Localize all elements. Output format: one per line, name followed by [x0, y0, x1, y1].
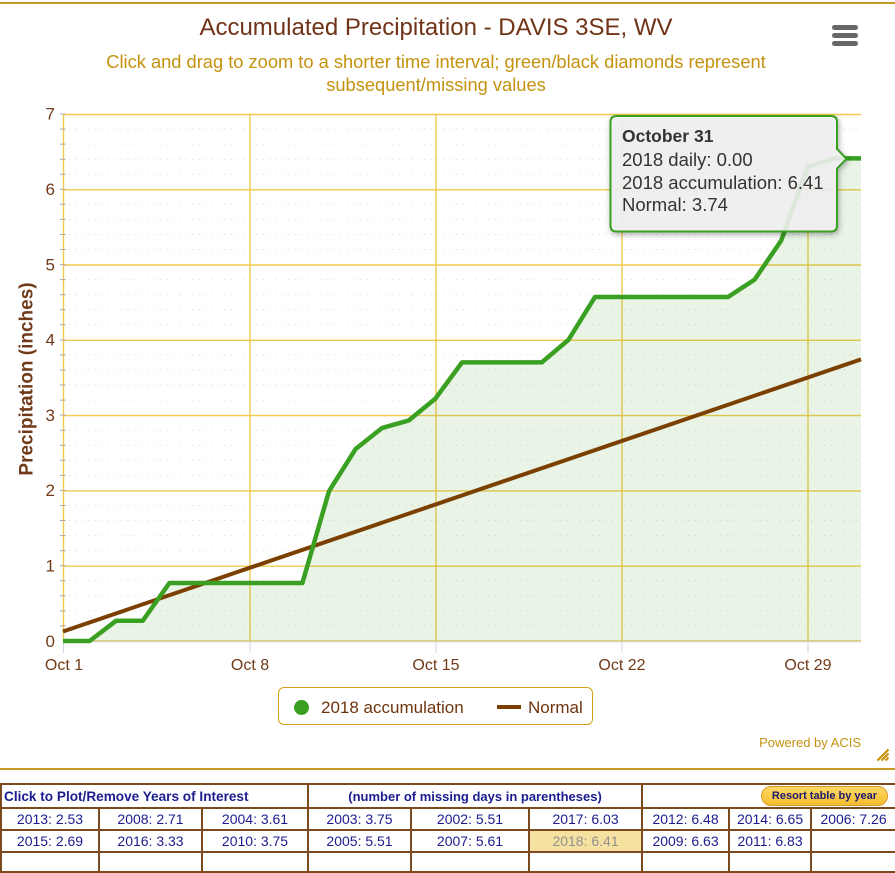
svg-text:2018 accumulation: 6.41: 2018 accumulation: 6.41: [622, 172, 824, 193]
svg-text:Oct 29: Oct 29: [784, 657, 831, 674]
svg-text:Oct 8: Oct 8: [231, 657, 269, 674]
svg-text:Oct 22: Oct 22: [598, 657, 645, 674]
svg-text:0: 0: [46, 632, 55, 651]
svg-text:Oct 1: Oct 1: [45, 657, 83, 674]
svg-text:2: 2: [46, 481, 55, 500]
svg-text:Normal: 3.74: Normal: 3.74: [622, 194, 728, 215]
svg-text:7: 7: [46, 105, 55, 124]
svg-text:6: 6: [46, 180, 55, 199]
svg-text:4: 4: [46, 331, 55, 350]
svg-text:Precipitation (inches): Precipitation (inches): [17, 282, 38, 475]
svg-text:2018 daily: 0.00: 2018 daily: 0.00: [622, 149, 753, 170]
svg-text:1: 1: [46, 557, 55, 576]
svg-text:5: 5: [46, 255, 55, 274]
svg-text:October 31: October 31: [622, 126, 714, 146]
svg-text:3: 3: [46, 406, 55, 425]
svg-text:Oct 15: Oct 15: [412, 657, 459, 674]
